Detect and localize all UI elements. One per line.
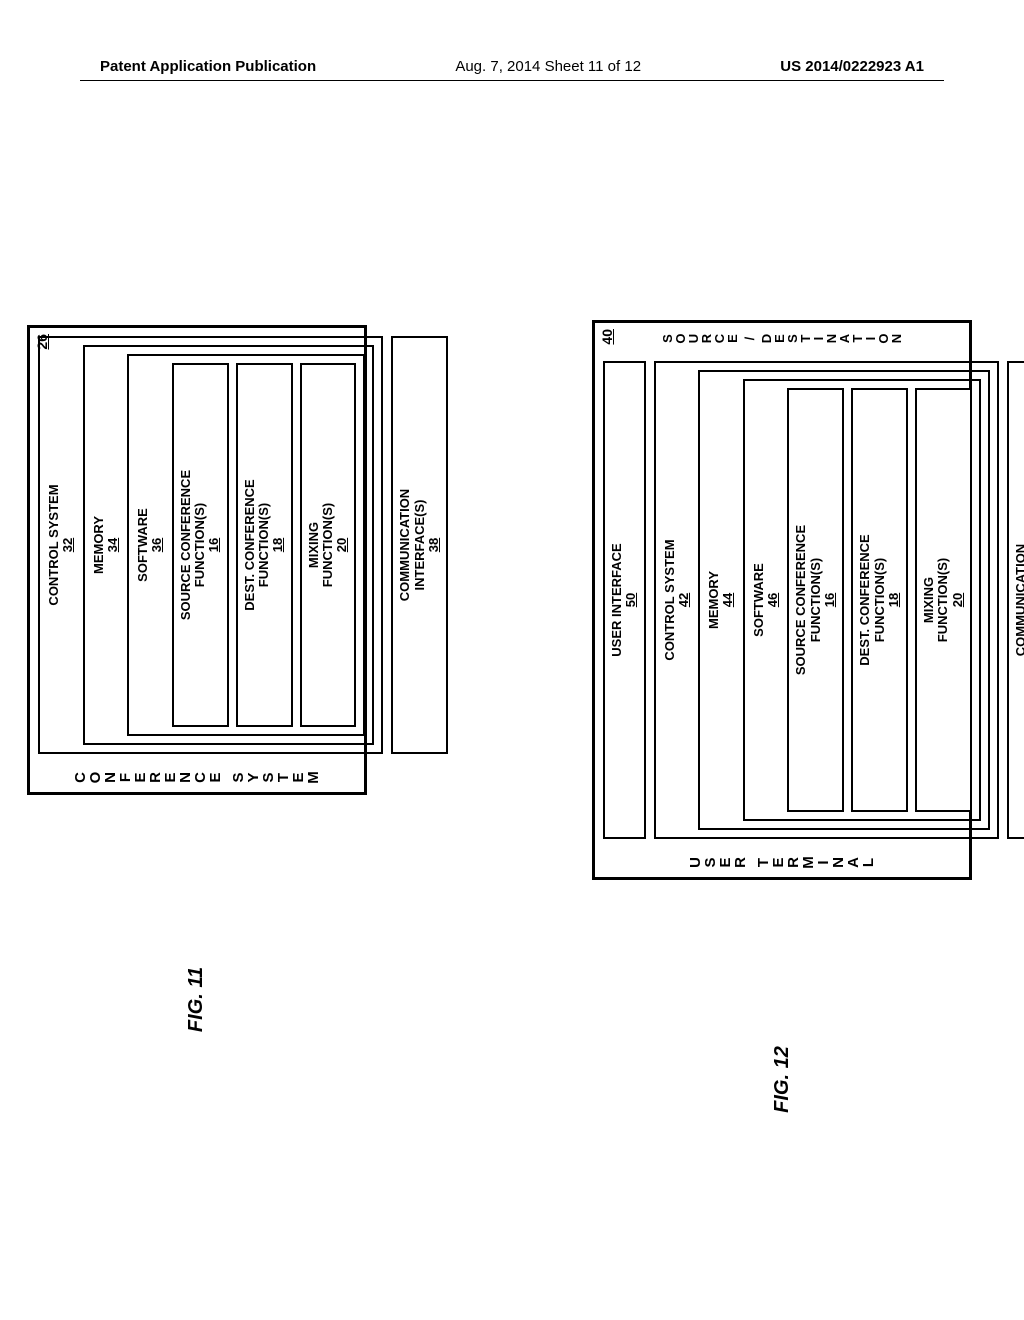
fig12-side-right-text: SOURCE / DESTINATION bbox=[661, 332, 903, 343]
fig11-mem-title: MEMORY 34 bbox=[92, 354, 121, 736]
fig11-sw-title: SOFTWARE 36 bbox=[136, 363, 165, 727]
fig12-mixing: MIXING FUNCTION(S) 20 bbox=[915, 388, 972, 812]
fig12-memory: MEMORY 44 SOFTWARE 46 SOURCE CONFERENCE … bbox=[698, 370, 990, 830]
fig12-side-left: USER TERMINAL bbox=[595, 847, 969, 877]
fig12-rotated: 40 USER TERMINAL USER INTERFACE 50 bbox=[592, 320, 972, 880]
fig12-caption: FIG. 12 bbox=[770, 1046, 793, 1113]
fig12-side-left-text: USER TERMINAL bbox=[688, 855, 876, 869]
page-header: Patent Application Publication Aug. 7, 2… bbox=[0, 58, 1024, 75]
fig11-outer-box: 26 CONFERENCE SYSTEM CONTROL SYSTEM 32 bbox=[27, 325, 367, 795]
fig11-side-left: CONFERENCE SYSTEM bbox=[30, 762, 364, 792]
fig11-mixing: MIXING FUNCTION(S) 20 bbox=[300, 363, 357, 727]
fig12-src-conf: SOURCE CONFERENCE FUNCTION(S) 16 bbox=[787, 388, 844, 812]
fig12-dest-conf: DEST. CONFERENCE FUNCTION(S) 18 bbox=[851, 388, 908, 812]
fig11-dest-conf: DEST. CONFERENCE FUNCTION(S) 18 bbox=[236, 363, 293, 727]
header-left: Patent Application Publication bbox=[100, 58, 316, 75]
fig11-comm: COMMUNICATION INTERFACE(S) 38 bbox=[391, 336, 448, 754]
figure-12: 40 USER TERMINAL USER INTERFACE 50 bbox=[502, 150, 1024, 1320]
header-mid: Aug. 7, 2014 Sheet 11 of 12 bbox=[455, 58, 641, 75]
fig12-side-right: SOURCE / DESTINATION bbox=[595, 323, 969, 353]
fig12-main: USER INTERFACE 50 CONTROL SYSTEM 42 MEMO… bbox=[595, 353, 969, 847]
fig11-side-left-text: CONFERENCE SYSTEM bbox=[73, 770, 321, 784]
fig11-src-conf: SOURCE CONFERENCE FUNCTION(S) 16 bbox=[172, 363, 229, 727]
fig11-outer-ref: 26 bbox=[34, 334, 50, 350]
fig12-user-interface: USER INTERFACE 50 bbox=[603, 361, 646, 839]
fig11-software: SOFTWARE 36 SOURCE CONFERENCE FUNCTION(S… bbox=[127, 354, 365, 736]
fig11-cs-title: CONTROL SYSTEM 32 bbox=[47, 345, 76, 745]
fig12-outer-ref: 40 bbox=[599, 329, 615, 345]
fig12-software: SOFTWARE 46 SOURCE CONFERENCE FUNCTION(S… bbox=[743, 379, 981, 821]
fig12-comm: COMMUNICATION INTERFACE(S) 48 bbox=[1007, 361, 1024, 839]
fig12-sw-title: SOFTWARE 46 bbox=[752, 388, 781, 812]
header-right: US 2014/0222923 A1 bbox=[780, 58, 924, 75]
fig11-control-system: CONTROL SYSTEM 32 MEMORY 34 SOFTWARE bbox=[38, 336, 383, 754]
fig12-mem-title: MEMORY 44 bbox=[707, 379, 736, 821]
fig12-control-system: CONTROL SYSTEM 42 MEMORY 44 SOFTWARE bbox=[654, 361, 999, 839]
fig12-outer-box: 40 USER TERMINAL USER INTERFACE 50 bbox=[592, 320, 972, 880]
header-rule bbox=[80, 80, 944, 81]
fig11-main: CONTROL SYSTEM 32 MEMORY 34 SOFTWARE bbox=[30, 328, 364, 762]
figure-11: 26 CONFERENCE SYSTEM CONTROL SYSTEM 32 bbox=[0, 150, 432, 1320]
fig11-caption: FIG. 11 bbox=[186, 967, 209, 1032]
diagrams-container: 26 CONFERENCE SYSTEM CONTROL SYSTEM 32 bbox=[0, 150, 1024, 1320]
fig11-rotated: 26 CONFERENCE SYSTEM CONTROL SYSTEM 32 bbox=[27, 325, 367, 795]
fig12-cs-title: CONTROL SYSTEM 42 bbox=[663, 370, 692, 830]
fig11-memory: MEMORY 34 SOFTWARE 36 SOURCE CONFERENCE … bbox=[83, 345, 375, 745]
